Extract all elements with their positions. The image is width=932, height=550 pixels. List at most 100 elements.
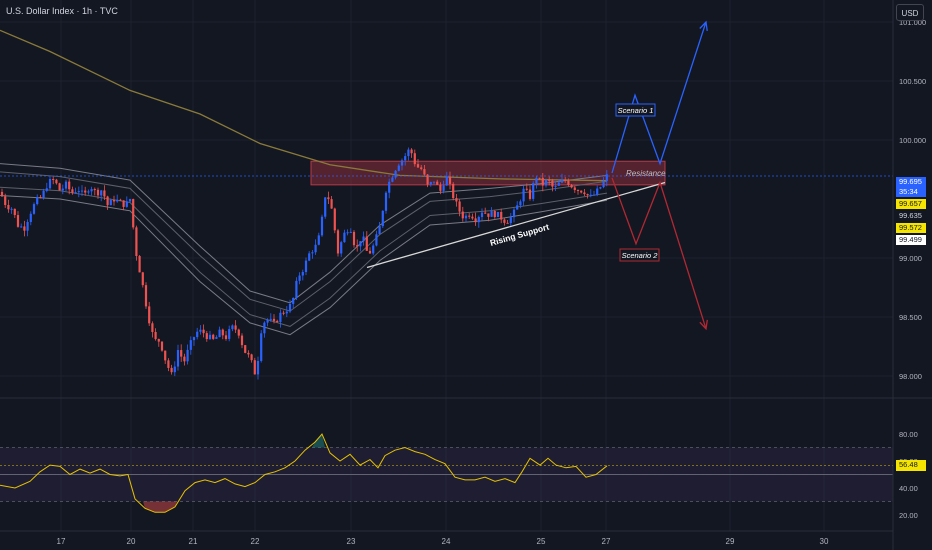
candle-body[interactable]: [122, 200, 125, 207]
candle-body[interactable]: [215, 337, 218, 339]
candle-body[interactable]: [468, 215, 471, 217]
candle-body[interactable]: [288, 303, 292, 312]
candle-body[interactable]: [176, 350, 180, 367]
candle-body[interactable]: [343, 232, 346, 243]
candle-body[interactable]: [519, 201, 522, 206]
candle-body[interactable]: [477, 216, 480, 223]
candle-body[interactable]: [560, 179, 564, 183]
candle-body[interactable]: [458, 201, 461, 212]
candle-body[interactable]: [68, 181, 71, 190]
candle-body[interactable]: [368, 250, 372, 254]
candle-body[interactable]: [429, 182, 432, 185]
candle-body[interactable]: [218, 329, 221, 338]
candle-body[interactable]: [157, 339, 160, 342]
candle-body[interactable]: [84, 190, 87, 193]
candle-body[interactable]: [237, 329, 240, 336]
price-pane[interactable]: [0, 20, 893, 380]
candle-body[interactable]: [394, 170, 397, 178]
candle-body[interactable]: [132, 199, 135, 228]
candle-body[interactable]: [244, 345, 247, 353]
candle-body[interactable]: [45, 188, 48, 191]
candle-body[interactable]: [452, 183, 455, 199]
candle-body[interactable]: [567, 180, 570, 185]
time-scale[interactable]: 17 20 21 22 23 24 25 27 29 30: [57, 537, 829, 546]
candle-body[interactable]: [356, 245, 359, 247]
scenario2-path[interactable]: [611, 177, 707, 329]
candle-body[interactable]: [496, 211, 500, 218]
price-scale[interactable]: 101.000 100.500 100.000 99.000 98.500 98.000 8…: [899, 18, 926, 520]
candle-body[interactable]: [330, 199, 333, 209]
candle-body[interactable]: [61, 188, 64, 191]
candle-body[interactable]: [10, 208, 13, 210]
candle-body[interactable]: [80, 190, 84, 192]
candle-body[interactable]: [256, 360, 260, 375]
candle-body[interactable]: [96, 189, 100, 196]
candle-body[interactable]: [522, 188, 525, 202]
candle-body[interactable]: [445, 176, 448, 186]
candle-body[interactable]: [285, 311, 288, 314]
candle-body[interactable]: [231, 325, 234, 330]
candle-body[interactable]: [423, 169, 426, 175]
candle-body[interactable]: [375, 234, 378, 246]
candle-body[interactable]: [420, 167, 423, 170]
candle-body[interactable]: [36, 196, 39, 205]
candle-body[interactable]: [77, 191, 80, 193]
candle-body[interactable]: [16, 215, 20, 227]
candle-body[interactable]: [308, 253, 311, 261]
candle-body[interactable]: [500, 211, 503, 220]
candle-body[interactable]: [544, 179, 548, 186]
candle-body[interactable]: [128, 199, 132, 202]
candle-body[interactable]: [554, 185, 557, 187]
candle-body[interactable]: [528, 189, 532, 199]
candle-body[interactable]: [426, 174, 429, 185]
candle-body[interactable]: [250, 354, 253, 361]
candle-body[interactable]: [557, 182, 560, 186]
candle-body[interactable]: [461, 211, 464, 219]
candle-body[interactable]: [144, 285, 148, 307]
candle-body[interactable]: [346, 232, 349, 234]
candle-body[interactable]: [490, 211, 493, 217]
candle-body[interactable]: [208, 334, 212, 340]
candle-body[interactable]: [141, 272, 144, 286]
candle-body[interactable]: [202, 329, 205, 334]
candle-body[interactable]: [192, 337, 196, 341]
candle-body[interactable]: [253, 360, 256, 375]
scenario1-label[interactable]: Scenario 1: [615, 103, 656, 117]
candle-body[interactable]: [100, 190, 103, 196]
candle-body[interactable]: [535, 177, 538, 184]
candle-body[interactable]: [224, 335, 228, 339]
candle-body[interactable]: [199, 329, 202, 332]
candle-body[interactable]: [32, 204, 36, 214]
candle-body[interactable]: [503, 219, 506, 223]
candle-body[interactable]: [0, 191, 4, 197]
candle-body[interactable]: [74, 192, 77, 194]
candle-body[interactable]: [148, 306, 151, 324]
resistance-zone[interactable]: [310, 160, 666, 186]
candle-body[interactable]: [164, 350, 167, 361]
candle-body[interactable]: [48, 178, 52, 189]
candle-body[interactable]: [525, 188, 528, 190]
candle-body[interactable]: [573, 187, 576, 191]
candle-body[interactable]: [160, 341, 164, 351]
candle-body[interactable]: [240, 335, 244, 346]
candle-body[interactable]: [266, 319, 269, 323]
candle-body[interactable]: [381, 210, 384, 227]
candle-body[interactable]: [183, 356, 186, 362]
candle-body[interactable]: [170, 367, 173, 373]
candle-body[interactable]: [135, 227, 138, 256]
candle-body[interactable]: [455, 198, 458, 202]
candle-body[interactable]: [592, 194, 596, 196]
candle-body[interactable]: [448, 176, 452, 184]
candle-body[interactable]: [272, 318, 276, 321]
candle-body[interactable]: [576, 190, 580, 192]
candle-body[interactable]: [112, 199, 116, 202]
candles[interactable]: [0, 147, 608, 380]
candle-body[interactable]: [93, 189, 96, 191]
candle-body[interactable]: [154, 331, 157, 340]
candle-body[interactable]: [605, 174, 608, 182]
candle-body[interactable]: [586, 194, 589, 196]
candle-body[interactable]: [71, 189, 74, 194]
candle-body[interactable]: [436, 181, 439, 185]
candle-body[interactable]: [589, 194, 592, 196]
candle-body[interactable]: [298, 275, 301, 281]
